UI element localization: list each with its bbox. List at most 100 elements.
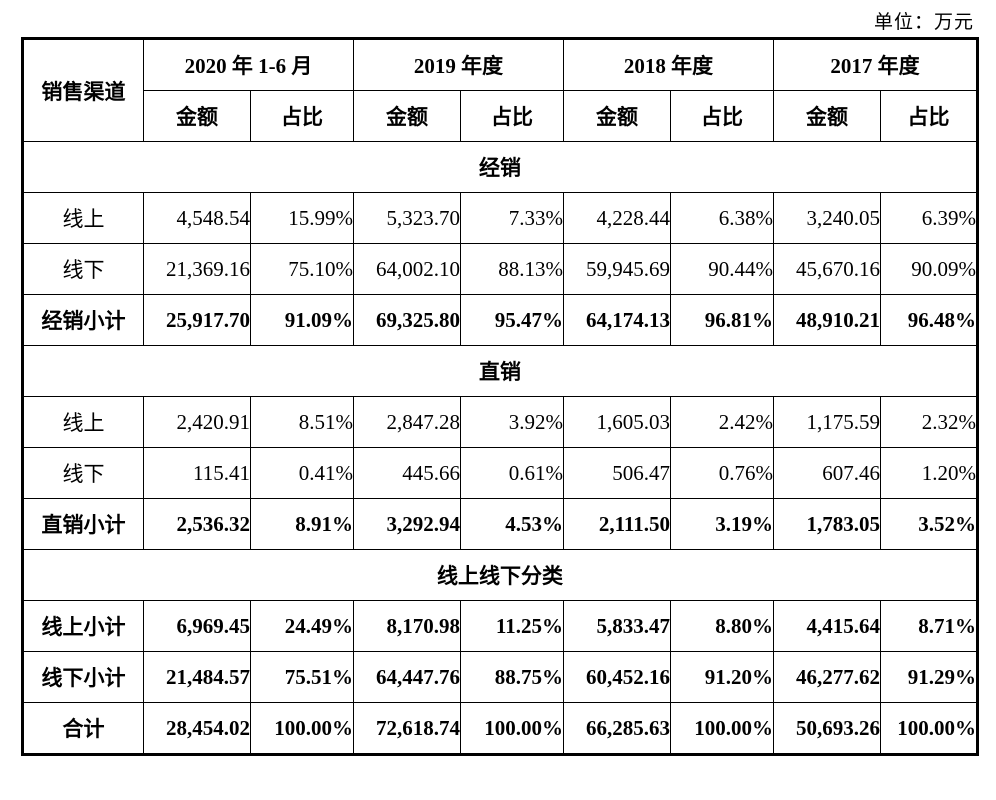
row-label: 合计 <box>22 702 144 755</box>
subheader-amount-2020: 金额 <box>143 90 251 142</box>
row-label: 经销小计 <box>22 294 144 346</box>
section-title-distribution: 经销 <box>22 141 978 193</box>
row-label: 线上 <box>22 192 144 244</box>
ratio-cell: 2.32% <box>880 396 978 448</box>
amount-cell: 45,670.16 <box>773 243 881 295</box>
table-header-row-subheaders: 金额 占比 金额 占比 金额 占比 金额 占比 <box>23 90 978 142</box>
col-group-2019: 2019 年度 <box>353 38 564 91</box>
row-label: 线下 <box>22 243 144 295</box>
amount-cell: 2,847.28 <box>353 396 461 448</box>
subheader-ratio-2018: 占比 <box>670 90 774 142</box>
ratio-cell: 88.75% <box>460 651 564 703</box>
amount-cell: 2,420.91 <box>143 396 251 448</box>
subheader-amount-2018: 金额 <box>563 90 671 142</box>
table-row: 线下 115.41 0.41% 445.66 0.61% 506.47 0.76… <box>22 447 978 499</box>
ratio-cell: 90.44% <box>670 243 774 295</box>
subheader-ratio-2019: 占比 <box>460 90 564 142</box>
ratio-cell: 95.47% <box>460 294 564 346</box>
amount-cell: 69,325.80 <box>353 294 461 346</box>
sales-channel-table: 销售渠道 2020 年 1-6 月 2019 年度 2018 年度 2017 年… <box>21 37 979 756</box>
amount-cell: 4,415.64 <box>773 600 881 652</box>
ratio-cell: 0.76% <box>670 447 774 499</box>
amount-cell: 8,170.98 <box>353 600 461 652</box>
amount-cell: 3,292.94 <box>353 498 461 550</box>
ratio-cell: 7.33% <box>460 192 564 244</box>
ratio-cell: 0.41% <box>250 447 354 499</box>
row-label: 线下 <box>22 447 144 499</box>
amount-cell: 3,240.05 <box>773 192 881 244</box>
ratio-cell: 100.00% <box>880 702 978 755</box>
section-header-row: 经销 <box>22 141 978 193</box>
ratio-cell: 90.09% <box>880 243 978 295</box>
ratio-cell: 100.00% <box>250 702 354 755</box>
amount-cell: 445.66 <box>353 447 461 499</box>
amount-cell: 1,605.03 <box>563 396 671 448</box>
amount-cell: 64,447.76 <box>353 651 461 703</box>
amount-cell: 6,969.45 <box>143 600 251 652</box>
row-label: 线上小计 <box>22 600 144 652</box>
amount-cell: 46,277.62 <box>773 651 881 703</box>
ratio-cell: 24.49% <box>250 600 354 652</box>
ratio-cell: 91.20% <box>670 651 774 703</box>
ratio-cell: 8.80% <box>670 600 774 652</box>
amount-cell: 5,833.47 <box>563 600 671 652</box>
col-group-2020: 2020 年 1-6 月 <box>143 38 354 91</box>
ratio-cell: 2.42% <box>670 396 774 448</box>
amount-cell: 28,454.02 <box>143 702 251 755</box>
amount-cell: 48,910.21 <box>773 294 881 346</box>
row-header-sales-channel: 销售渠道 <box>22 38 144 142</box>
row-label: 线下小计 <box>22 651 144 703</box>
section-title-direct: 直销 <box>22 345 978 397</box>
amount-cell: 2,536.32 <box>143 498 251 550</box>
ratio-cell: 8.51% <box>250 396 354 448</box>
amount-cell: 64,174.13 <box>563 294 671 346</box>
amount-cell: 607.46 <box>773 447 881 499</box>
ratio-cell: 3.52% <box>880 498 978 550</box>
section-header-row: 直销 <box>22 345 978 397</box>
table-row: 线下 21,369.16 75.10% 64,002.10 88.13% 59,… <box>22 243 978 295</box>
subheader-ratio-2017: 占比 <box>880 90 978 142</box>
ratio-cell: 100.00% <box>460 702 564 755</box>
amount-cell: 5,323.70 <box>353 192 461 244</box>
ratio-cell: 15.99% <box>250 192 354 244</box>
amount-cell: 4,548.54 <box>143 192 251 244</box>
row-label: 线上 <box>22 396 144 448</box>
amount-cell: 25,917.70 <box>143 294 251 346</box>
amount-cell: 59,945.69 <box>563 243 671 295</box>
subtotal-row: 直销小计 2,536.32 8.91% 3,292.94 4.53% 2,111… <box>22 498 978 550</box>
col-group-2017: 2017 年度 <box>773 38 978 91</box>
section-header-row: 线上线下分类 <box>22 549 978 601</box>
amount-cell: 506.47 <box>563 447 671 499</box>
ratio-cell: 0.61% <box>460 447 564 499</box>
subtotal-row: 线上小计 6,969.45 24.49% 8,170.98 11.25% 5,8… <box>22 600 978 652</box>
ratio-cell: 4.53% <box>460 498 564 550</box>
ratio-cell: 11.25% <box>460 600 564 652</box>
table-row: 线上 2,420.91 8.51% 2,847.28 3.92% 1,605.0… <box>22 396 978 448</box>
total-row: 合计 28,454.02 100.00% 72,618.74 100.00% 6… <box>22 702 978 755</box>
amount-cell: 64,002.10 <box>353 243 461 295</box>
ratio-cell: 88.13% <box>460 243 564 295</box>
amount-cell: 72,618.74 <box>353 702 461 755</box>
subheader-ratio-2020: 占比 <box>250 90 354 142</box>
subtotal-row: 线下小计 21,484.57 75.51% 64,447.76 88.75% 6… <box>22 651 978 703</box>
ratio-cell: 8.91% <box>250 498 354 550</box>
amount-cell: 21,369.16 <box>143 243 251 295</box>
subtotal-row: 经销小计 25,917.70 91.09% 69,325.80 95.47% 6… <box>22 294 978 346</box>
ratio-cell: 100.00% <box>670 702 774 755</box>
section-title-online-offline: 线上线下分类 <box>22 549 978 601</box>
amount-cell: 50,693.26 <box>773 702 881 755</box>
amount-cell: 66,285.63 <box>563 702 671 755</box>
ratio-cell: 96.48% <box>880 294 978 346</box>
amount-cell: 60,452.16 <box>563 651 671 703</box>
ratio-cell: 6.38% <box>670 192 774 244</box>
unit-label: 单位：万元 <box>873 12 974 33</box>
table-header-row-groups: 销售渠道 2020 年 1-6 月 2019 年度 2018 年度 2017 年… <box>22 38 978 142</box>
ratio-cell: 6.39% <box>880 192 978 244</box>
amount-cell: 1,175.59 <box>773 396 881 448</box>
amount-cell: 4,228.44 <box>563 192 671 244</box>
ratio-cell: 75.51% <box>250 651 354 703</box>
ratio-cell: 3.19% <box>670 498 774 550</box>
table-row: 线上 4,548.54 15.99% 5,323.70 7.33% 4,228.… <box>22 192 978 244</box>
subheader-amount-2017: 金额 <box>773 90 881 142</box>
